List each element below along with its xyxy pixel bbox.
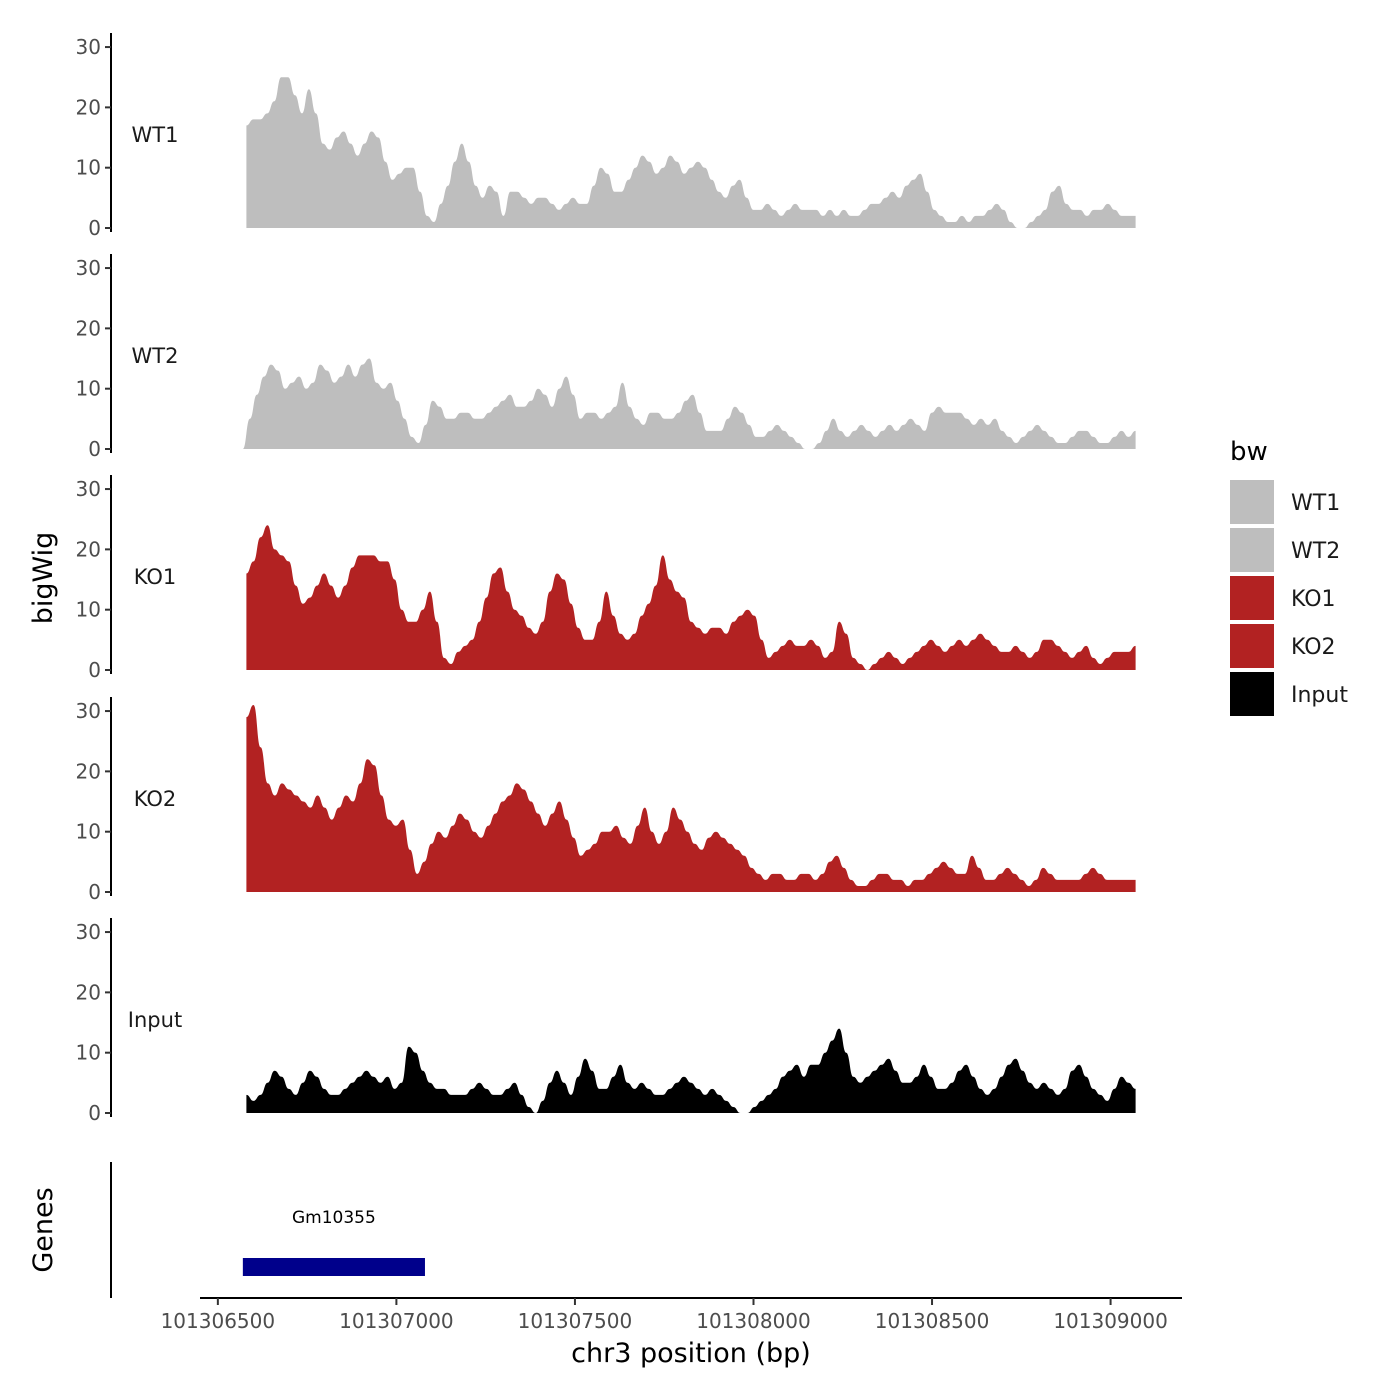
- track-label-ko2: KO2: [134, 787, 177, 811]
- genes-title: Genes: [28, 1187, 59, 1272]
- y-tick-label: 10: [76, 598, 101, 622]
- legend: bw WT1 WT2 KO1 KO2 Input: [1230, 437, 1348, 716]
- legend-key-ko1: [1230, 576, 1274, 620]
- gene-label: Gm10355: [292, 1208, 376, 1228]
- y-tick-label: 0: [88, 437, 101, 461]
- x-tick-label: 101308500: [875, 1309, 990, 1333]
- y-axis-title: bigWig: [28, 532, 59, 625]
- coverage-area-wt1: [246, 77, 1136, 228]
- coverage-area-wt2: [242, 358, 1136, 449]
- x-tick-label: 101309000: [1053, 1309, 1168, 1333]
- track-input: 0 10 20 30 Input: [76, 918, 1136, 1125]
- y-tick-label: 20: [76, 759, 101, 783]
- legend-label-wt2: WT2: [1291, 539, 1340, 564]
- gene-body: [242, 1258, 425, 1276]
- track-ko2: 0 10 20 30 KO2: [76, 697, 1136, 904]
- y-tick-label: 20: [76, 537, 101, 561]
- x-tick-label: 101308000: [696, 1309, 811, 1333]
- track-wt1: 0 10 20 30 WT1: [76, 33, 1136, 240]
- y-tick-label: 30: [76, 699, 101, 723]
- y-tick-label: 20: [76, 980, 101, 1004]
- track-wt2: 0 10 20 30 WT2: [76, 254, 1136, 461]
- legend-key-wt2: [1230, 528, 1274, 572]
- legend-label-wt1: WT1: [1291, 491, 1340, 516]
- gene-gm10355: Gm10355: [242, 1208, 425, 1276]
- y-tick-label: 10: [76, 820, 101, 844]
- coverage-area-input: [246, 1028, 1136, 1113]
- y-tick-label: 20: [76, 316, 101, 340]
- y-tick-label: 30: [76, 920, 101, 944]
- legend-key-ko2: [1230, 624, 1274, 668]
- y-tick-label: 0: [88, 658, 101, 682]
- track-ko1: 0 10 20 30 KO1: [76, 475, 1136, 682]
- y-tick-label: 20: [76, 95, 101, 119]
- track-label-wt1: WT1: [132, 123, 179, 147]
- x-axis: chr3 position (bp) 101306500 101307000 101…: [161, 1297, 1182, 1369]
- x-tick-label: 101307500: [518, 1309, 633, 1333]
- y-tick-label: 0: [88, 216, 101, 240]
- y-tick-label: 10: [76, 377, 101, 401]
- y-tick-label: 10: [76, 156, 101, 180]
- legend-label-ko1: KO1: [1291, 587, 1336, 612]
- genes-panel: Genes Gm10355: [28, 1162, 425, 1298]
- track-label-ko1: KO1: [134, 565, 177, 589]
- legend-key-wt1: [1230, 480, 1274, 524]
- y-tick-label: 10: [76, 1041, 101, 1065]
- coverage-area-ko2: [246, 705, 1136, 892]
- track-label-wt2: WT2: [132, 344, 179, 368]
- legend-title: bw: [1230, 437, 1268, 467]
- y-tick-label: 0: [88, 1101, 101, 1125]
- y-tick-label: 30: [76, 35, 101, 59]
- coverage-area-ko1: [246, 525, 1136, 670]
- legend-key-input: [1230, 672, 1274, 716]
- y-tick-label: 30: [76, 477, 101, 501]
- track-label-input: Input: [128, 1008, 182, 1032]
- y-tick-label: 30: [76, 256, 101, 280]
- y-tick-label: 0: [88, 880, 101, 904]
- x-tick-label: 101306500: [161, 1309, 276, 1333]
- x-axis-title: chr3 position (bp): [571, 1338, 811, 1369]
- tracks-layer: 0 10 20 30 WT1 0 10 20 30 WT2 0 10 20 30 KO1 0 10 20 30 KO2…: [76, 33, 1136, 1125]
- legend-label-ko2: KO2: [1291, 635, 1336, 660]
- legend-label-input: Input: [1291, 683, 1348, 708]
- x-tick-label: 101307000: [339, 1309, 454, 1333]
